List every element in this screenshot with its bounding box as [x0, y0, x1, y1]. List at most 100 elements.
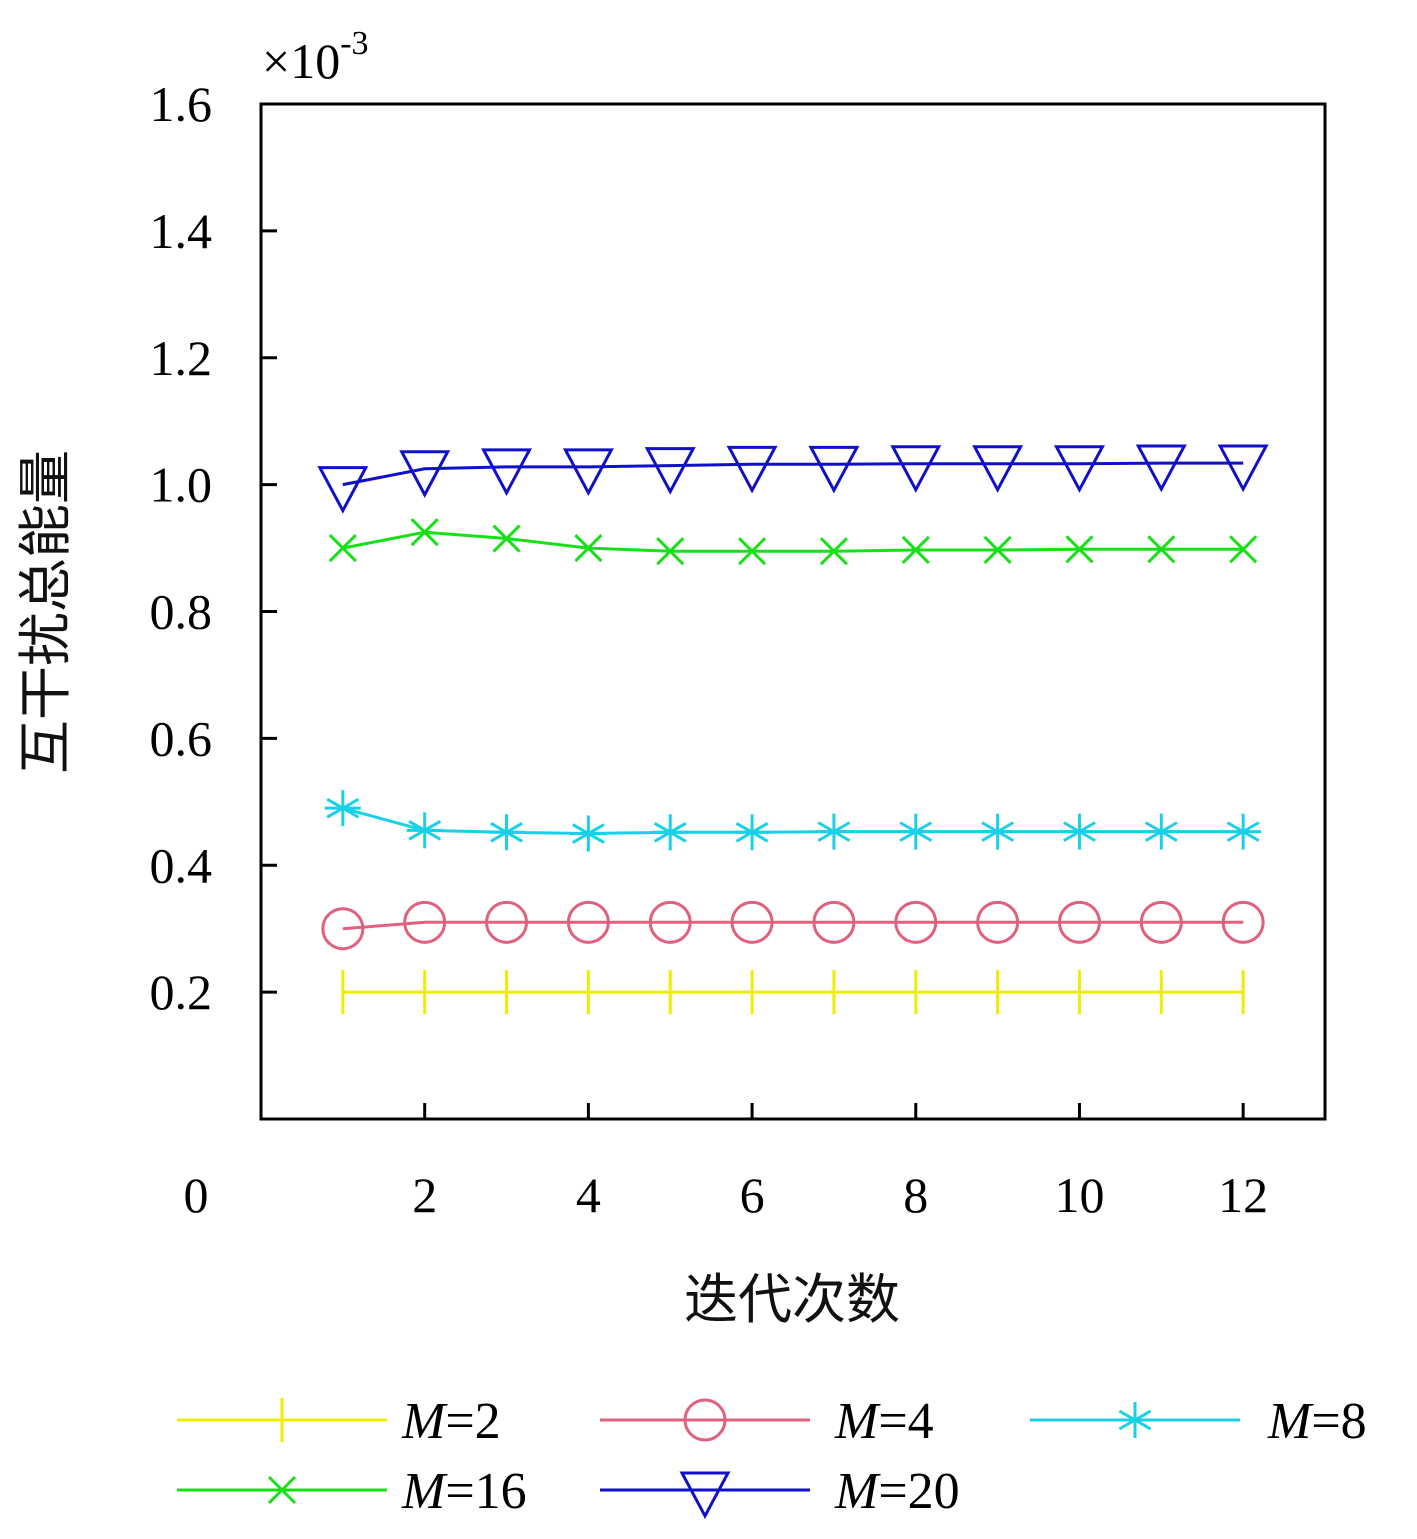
x-tick-label: 10	[1054, 1167, 1104, 1223]
data-point	[324, 790, 361, 827]
data-point	[488, 814, 525, 851]
legend-label-var: M	[401, 1393, 448, 1450]
y-tick-label: 0.8	[150, 584, 213, 640]
y-tick-label: 0.4	[150, 837, 213, 893]
data-point	[328, 534, 357, 563]
data-point	[726, 445, 778, 494]
data-point	[1147, 535, 1176, 564]
plot-area: 0.2 0.4 0.6 0.8 1.0 1.2 1.4 1.6 2 4 6 8 10 12 0	[150, 76, 1327, 1223]
data-point	[730, 900, 774, 944]
data-point	[485, 900, 529, 944]
y-tick-label: 1.4	[150, 203, 213, 259]
legend-label-var: M	[834, 1463, 881, 1520]
data-point	[1135, 444, 1187, 493]
series-M=2	[341, 970, 1245, 1015]
data-point	[481, 448, 533, 497]
data-point	[648, 900, 692, 944]
data-point	[1057, 900, 1101, 944]
y-tick-label: 1.0	[150, 457, 213, 513]
legend-item: M=16	[177, 1463, 527, 1520]
data-point	[566, 900, 610, 944]
legend-label-value: =8	[1311, 1393, 1366, 1450]
data-point	[1221, 900, 1265, 944]
data-point	[399, 450, 451, 498]
legend-marker	[267, 1475, 297, 1505]
legend-label-var: M	[1267, 1393, 1314, 1450]
data-point	[894, 900, 938, 944]
data-point	[1139, 900, 1183, 944]
y-scale-exponent: -3	[340, 25, 368, 62]
legend-marker	[683, 1398, 727, 1442]
x-tick-label: 12	[1218, 1167, 1268, 1223]
data-point	[410, 518, 439, 547]
x-tick-label: 4	[576, 1167, 601, 1223]
legend-label-value: =20	[878, 1463, 959, 1520]
data-point	[406, 812, 443, 849]
series-M=8	[324, 790, 1262, 852]
data-point	[738, 537, 767, 566]
legend-label-var: M	[401, 1463, 448, 1520]
data-point	[734, 814, 771, 851]
data-point	[1065, 535, 1094, 564]
data-point	[652, 814, 689, 851]
series-line	[342, 530, 1244, 553]
data-point	[983, 535, 1012, 565]
legend-label: M=4	[834, 1393, 934, 1450]
y-tick-label: 0.6	[150, 710, 213, 766]
data-point	[574, 534, 603, 563]
x-tick-label: 2	[412, 1167, 437, 1223]
legend-label-value: =2	[445, 1393, 500, 1450]
legend-label: M=2	[401, 1393, 501, 1450]
legend-label-var: M	[834, 1393, 881, 1450]
data-point	[1217, 444, 1269, 493]
legend-item: M=2	[177, 1393, 501, 1450]
legend-label-value: =4	[878, 1393, 933, 1450]
legend-item: M=4	[600, 1393, 934, 1450]
legend-label-value: =16	[445, 1463, 526, 1520]
legend-label: M=16	[401, 1463, 527, 1520]
x-tick-label: 6	[740, 1167, 765, 1223]
series-M=20	[317, 444, 1269, 514]
data-point	[1061, 813, 1098, 850]
y-axis-title: 互干扰总能量	[14, 450, 77, 774]
legend-label: M=20	[834, 1463, 960, 1520]
data-point	[1143, 813, 1180, 850]
data-point	[808, 445, 860, 494]
y-tick-label: 1.2	[150, 330, 213, 386]
legend-label: M=8	[1267, 1393, 1367, 1450]
data-point	[403, 900, 447, 944]
data-point	[1225, 813, 1262, 850]
data-point	[1053, 445, 1105, 493]
data-point	[897, 813, 934, 850]
y-scale-prefix: ×10	[262, 33, 340, 89]
series-M=4	[321, 900, 1265, 951]
data-point	[644, 447, 696, 495]
data-point	[321, 907, 365, 951]
data-point	[815, 813, 852, 850]
series-M=16	[328, 518, 1258, 566]
data-point	[570, 815, 607, 852]
x-tick-label: 8	[903, 1167, 928, 1223]
data-point	[976, 900, 1020, 944]
y-scale-label: ×10-3	[262, 25, 369, 89]
x-origin-label: 0	[184, 1167, 209, 1223]
data-point	[890, 445, 942, 493]
data-point	[972, 445, 1024, 493]
data-point	[317, 466, 369, 514]
legend-marker	[1117, 1402, 1153, 1438]
y-tick-label: 1.6	[150, 76, 213, 132]
legend-item: M=8	[1030, 1393, 1367, 1450]
x-axis-title: 迭代次数	[684, 1268, 900, 1331]
data-point	[656, 537, 685, 566]
plot-frame	[259, 102, 1327, 1121]
data-point	[812, 900, 856, 944]
series-line	[342, 461, 1244, 487]
data-point	[1229, 535, 1258, 564]
data-point	[562, 448, 614, 497]
series-line	[342, 920, 1244, 931]
series-line	[342, 806, 1244, 836]
legend-item: M=20	[600, 1463, 960, 1520]
data-point	[492, 524, 521, 553]
data-point	[819, 537, 848, 566]
